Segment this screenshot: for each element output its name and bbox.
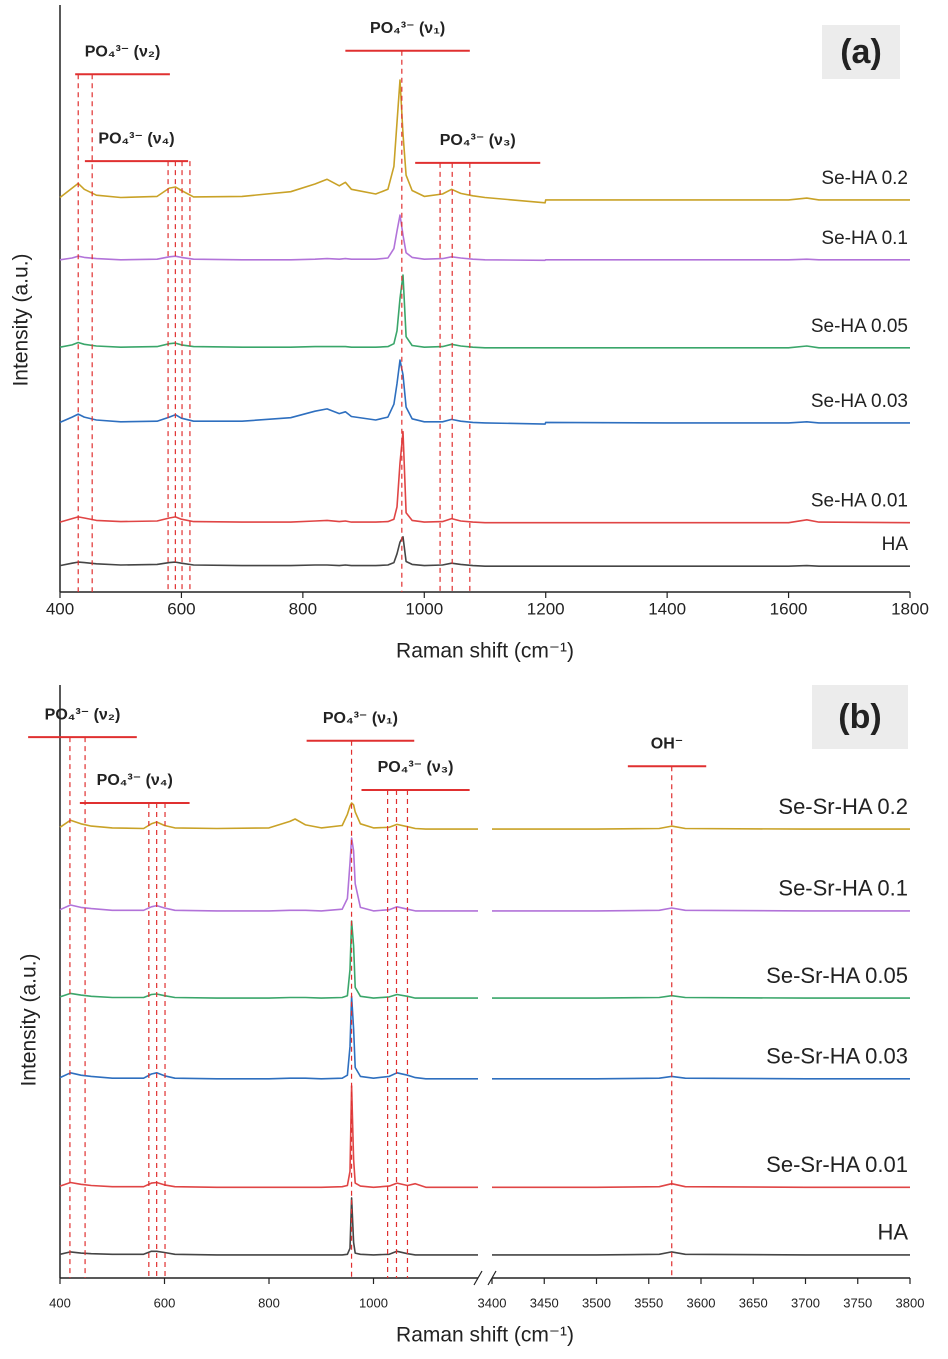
x-tick-label: 3450 (530, 1295, 559, 1310)
spectrum-line (59, 359, 910, 425)
x-tick-label: 600 (167, 599, 195, 618)
x-tick-label: 1400 (648, 599, 686, 618)
spectrum-line (59, 1085, 478, 1189)
band-label: PO₄³⁻ (ν₁) (323, 710, 398, 727)
spectrum-line (492, 1075, 910, 1080)
spectrum-line (59, 430, 911, 524)
spectrum-line (492, 825, 910, 830)
series-label: Se-HA 0.01 (811, 491, 908, 512)
x-tick-label: 800 (258, 1295, 280, 1310)
series-label: Se-HA 0.03 (811, 391, 908, 412)
series-label: Se-HA 0.05 (811, 316, 908, 337)
series-label: Se-Sr-HA 0.2 (778, 794, 908, 819)
spectrum-line (59, 802, 478, 830)
spectrum-line (59, 1197, 478, 1256)
axis-break (473, 1270, 483, 1286)
y-axis-title: Intensity (a.u.) (18, 953, 41, 1086)
x-tick-label: 3550 (634, 1295, 663, 1310)
band-label: PO₄³⁻ (ν₃) (440, 132, 516, 149)
spectrum-line (59, 995, 478, 1080)
series-label: Se-Sr-HA 0.01 (766, 1152, 908, 1177)
band-label: PO₄³⁻ (ν₂) (45, 706, 121, 723)
series-label: HA (877, 1220, 908, 1245)
spectrum-line (492, 1182, 910, 1189)
band-label: OH⁻ (651, 735, 683, 752)
x-tick-label: 800 (289, 599, 317, 618)
x-tick-label: 1800 (891, 599, 929, 618)
spectrum-line (59, 214, 910, 262)
series-label: Se-Sr-HA 0.05 (766, 963, 908, 988)
panel-label: (a) (840, 33, 882, 71)
spectrum-line (59, 274, 910, 349)
x-tick-label: 400 (46, 599, 74, 618)
x-tick-label: 3800 (896, 1295, 925, 1310)
spectrum-line (59, 79, 910, 204)
x-tick-label: 3750 (843, 1295, 872, 1310)
band-label: PO₄³⁻ (ν₂) (85, 43, 161, 60)
x-axis-title: Raman shift (cm⁻¹) (396, 1324, 574, 1347)
band-label: PO₄³⁻ (ν₄) (97, 772, 173, 789)
x-tick-label: 3600 (687, 1295, 716, 1310)
x-axis-title: Raman shift (cm⁻¹) (396, 640, 574, 663)
series-label: Se-Sr-HA 0.1 (778, 876, 908, 901)
panel-label-box (822, 25, 900, 79)
spectrum-line (492, 907, 910, 912)
series-label: Se-HA 0.2 (821, 168, 908, 189)
x-tick-label: 3650 (739, 1295, 768, 1310)
spectrum-line (492, 1251, 910, 1256)
band-label: PO₄³⁻ (ν₃) (378, 759, 454, 776)
x-tick-label: 1200 (527, 599, 565, 618)
x-tick-label: 600 (154, 1295, 176, 1310)
band-label: PO₄³⁻ (ν₄) (98, 130, 174, 147)
series-label: Se-HA 0.1 (821, 228, 908, 249)
x-tick-label: 400 (49, 1295, 71, 1310)
band-label: PO₄³⁻ (ν₁) (370, 20, 445, 37)
series-label: HA (882, 534, 909, 555)
spectrum-line (59, 536, 910, 567)
series-label: Se-Sr-HA 0.03 (766, 1044, 908, 1069)
x-tick-label: 3700 (791, 1295, 820, 1310)
spectrum-line (492, 994, 910, 999)
x-tick-label: 3500 (582, 1295, 611, 1310)
x-tick-label: 3400 (478, 1295, 507, 1310)
y-axis-title: Intensity (a.u.) (10, 253, 33, 386)
spectrum-line (59, 837, 478, 912)
spectrum-line (59, 920, 478, 999)
x-tick-label: 1600 (770, 599, 808, 618)
x-tick-label: 1000 (359, 1295, 388, 1310)
panel-label-box (812, 685, 908, 749)
x-tick-label: 1000 (405, 599, 443, 618)
panel-label: (b) (838, 698, 881, 736)
